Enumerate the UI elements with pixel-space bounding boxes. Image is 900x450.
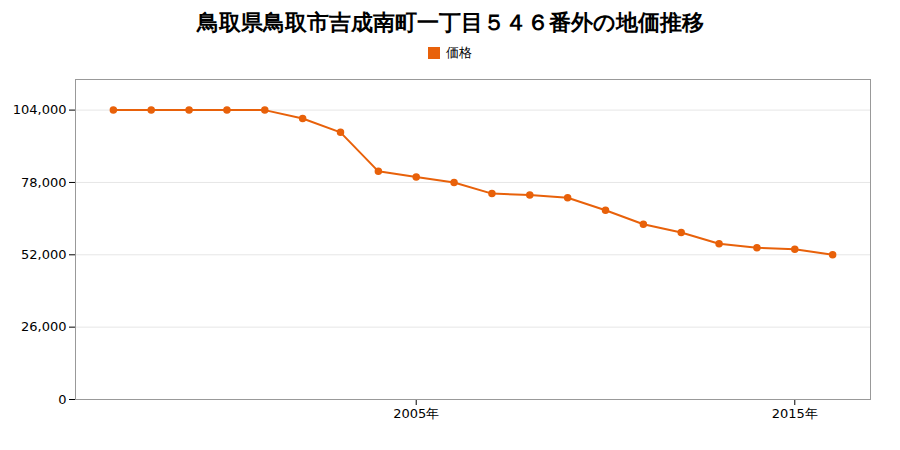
svg-text:104,000: 104,000 [13,102,67,117]
svg-text:26,000: 26,000 [21,319,67,334]
html-text:価格: 価格 [446,45,472,60]
svg-text:78,000: 78,000 [21,175,67,190]
html-text:鳥取県鳥取市吉成南町一丁目５４６番外の地価推移: 鳥取県鳥取市吉成南町一丁目５４６番外の地価推移 [196,10,704,35]
svg-text:2015年: 2015年 [772,406,818,421]
svg-text:0: 0 [58,392,66,407]
svg-text:2005年: 2005年 [393,406,439,421]
svg-text:52,000: 52,000 [21,247,67,262]
